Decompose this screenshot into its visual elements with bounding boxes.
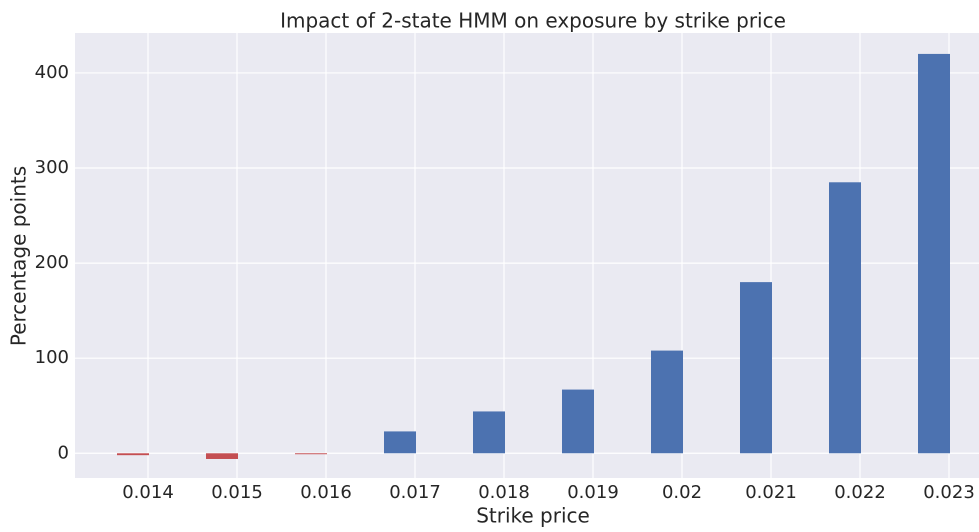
bar (473, 411, 505, 454)
x-tick-label: 0.02 (662, 482, 702, 503)
bar (829, 182, 861, 454)
y-tick-label: 400 (35, 62, 69, 83)
y-tick-label: 300 (35, 157, 69, 178)
bar (295, 453, 327, 455)
x-tick-label: 0.014 (122, 482, 174, 503)
y-tick-label: 100 (35, 347, 69, 368)
y-tick-label: 0 (58, 442, 69, 463)
x-tick-label: 0.017 (389, 482, 441, 503)
x-tick-label: 0.021 (745, 482, 797, 503)
x-tick-label: 0.016 (300, 482, 352, 503)
bar (740, 282, 772, 454)
bar (206, 453, 238, 459)
y-axis-label: Percentage points (7, 166, 31, 346)
x-tick-label: 0.019 (567, 482, 619, 503)
x-tick-label: 0.015 (211, 482, 263, 503)
bar (384, 431, 416, 454)
plot-area (75, 33, 979, 478)
x-tick-label: 0.023 (923, 482, 975, 503)
bar (562, 389, 594, 454)
bar (651, 350, 683, 454)
bar (918, 53, 950, 454)
chart-title: Impact of 2-state HMM on exposure by str… (280, 9, 786, 33)
x-tick-label: 0.018 (478, 482, 530, 503)
x-tick-label: 0.022 (834, 482, 886, 503)
x-axis-label: Strike price (476, 504, 590, 528)
y-tick-label: 200 (35, 252, 69, 273)
bar (117, 453, 149, 456)
